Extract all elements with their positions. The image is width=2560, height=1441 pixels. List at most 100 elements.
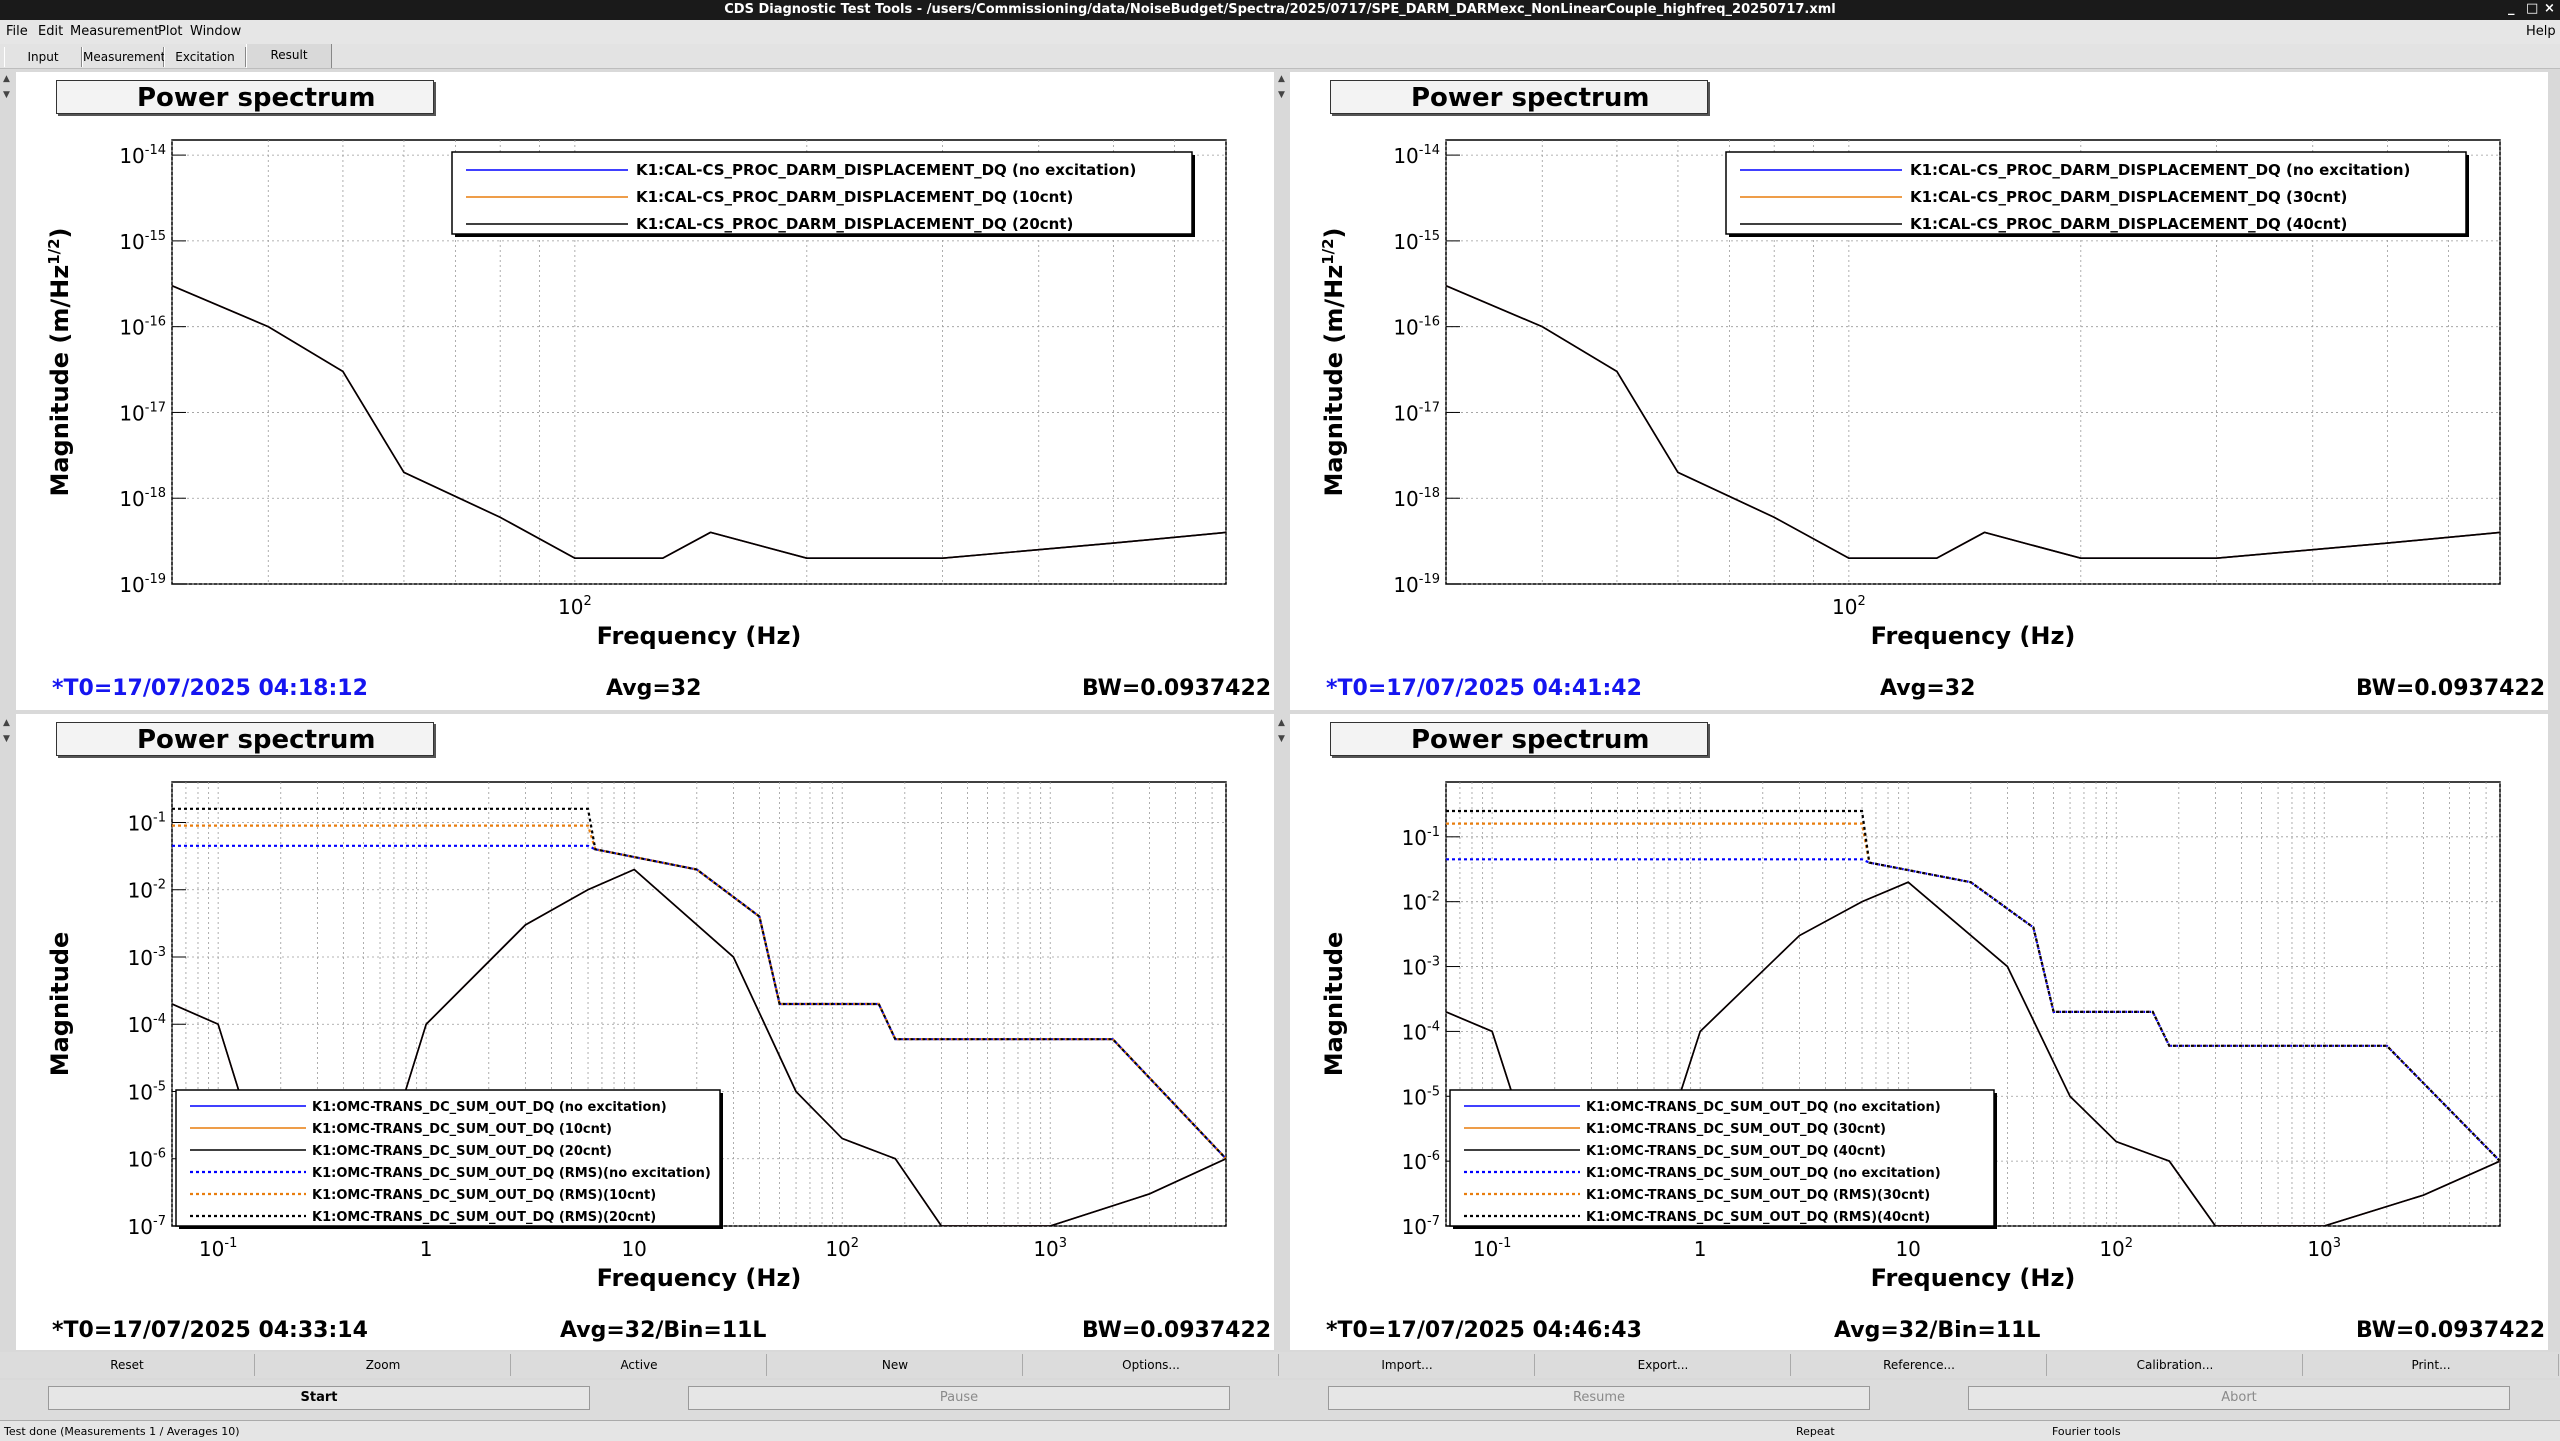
- x-tick-label: 102: [2099, 1236, 2133, 1261]
- x-tick-label: 10: [1895, 1237, 1920, 1261]
- legend-label: K1:CAL-CS_PROC_DARM_DISPLACEMENT_DQ (10c…: [636, 188, 1073, 206]
- legend-box: [451, 151, 1193, 235]
- avg-label: Avg=32/Bin=11L: [560, 1318, 767, 1343]
- scroll-down-icon[interactable]: ▼: [1278, 734, 1285, 744]
- y-tick-label: 10-7: [128, 1214, 166, 1239]
- x-axis-label: Frequency (Hz): [597, 622, 802, 650]
- series-line: [1446, 881, 2500, 1226]
- start-button[interactable]: Start: [48, 1386, 590, 1410]
- y-axis-label: Magnitude (m/Hz1/2): [45, 227, 74, 496]
- legend-box: [1449, 1089, 1995, 1227]
- status-repeat: Repeat: [1796, 1425, 1835, 1438]
- y-tick-label: 10-2: [1402, 890, 1440, 915]
- x-tick-label: 102: [558, 594, 592, 619]
- y-tick-label: 10-5: [1402, 1084, 1440, 1109]
- close-icon[interactable]: ×: [2544, 1, 2555, 16]
- legend-label: K1:CAL-CS_PROC_DARM_DISPLACEMENT_DQ (30c…: [1910, 188, 2347, 206]
- avg-label: Avg=32: [606, 676, 702, 701]
- menu-edit[interactable]: Edit: [38, 24, 64, 39]
- legend-label: K1:OMC-TRANS_DC_SUM_OUT_DQ (RMS)(no exci…: [312, 1166, 711, 1181]
- plot-panel-top-left: Power spectrum 10-14 10-15 10-16 10-17 10-18…: [16, 72, 1274, 710]
- menu-window[interactable]: Window: [190, 24, 242, 39]
- bw-label: BW=0.0937422: [1082, 676, 1272, 701]
- legend-label: K1:OMC-TRANS_DC_SUM_OUT_DQ (no excitatio…: [1586, 1166, 1941, 1181]
- plot-panel-top-right: Power spectrum 10-14 10-15 10-16 10-17 10-18…: [1290, 72, 2548, 710]
- legend-label: K1:OMC-TRANS_DC_SUM_OUT_DQ (RMS)(30cnt): [1586, 1188, 1930, 1203]
- legend-label: K1:OMC-TRANS_DC_SUM_OUT_DQ (RMS)(40cnt): [1586, 1210, 1930, 1225]
- y-tick-label: 10-4: [1402, 1019, 1440, 1044]
- print-button[interactable]: Print...: [2304, 1354, 2559, 1376]
- legend-label: K1:OMC-TRANS_DC_SUM_OUT_DQ (RMS)(20cnt): [312, 1210, 656, 1225]
- plot-area[interactable]: 10-1 10-2 10-3 10-4 10-5 10-6 10-7 10-1 1 10 102 10…: [16, 714, 1274, 1314]
- tab-measurement[interactable]: Measurement: [82, 47, 165, 67]
- plot-area[interactable]: 10-14 10-15 10-16 10-17 10-18 10-19 102Frequen…: [16, 72, 1274, 672]
- avg-label: Avg=32: [1880, 676, 1976, 701]
- menu-file[interactable]: File: [6, 24, 28, 39]
- y-tick-label: 10-17: [1393, 400, 1440, 425]
- y-tick-label: 10-4: [128, 1012, 166, 1037]
- y-tick-label: 10-14: [1393, 143, 1440, 168]
- scroll-up-icon[interactable]: ▲: [3, 718, 10, 728]
- legend-label: K1:OMC-TRANS_DC_SUM_OUT_DQ (40cnt): [1586, 1144, 1886, 1159]
- menu-measurement[interactable]: Measurement: [70, 24, 160, 39]
- calibration-button[interactable]: Calibration...: [2048, 1354, 2303, 1376]
- plot-area[interactable]: 10-1 10-2 10-3 10-4 10-5 10-6 10-7 10-1 1 10 102 10…: [1290, 714, 2548, 1314]
- t0-timestamp: *T0=17/07/2025 04:33:14: [52, 1318, 368, 1343]
- y-tick-label: 10-18: [119, 486, 166, 511]
- menu-plot[interactable]: Plot: [158, 24, 183, 39]
- status-bar: Test done (Measurements 1 / Averages 10)…: [0, 1420, 2560, 1441]
- scroll-up-icon[interactable]: ▲: [1278, 74, 1285, 84]
- y-tick-label: 10-15: [1393, 229, 1440, 254]
- scroll-up-icon[interactable]: ▲: [3, 74, 10, 84]
- legend-label: K1:OMC-TRANS_DC_SUM_OUT_DQ (10cnt): [312, 1122, 612, 1137]
- bw-label: BW=0.0937422: [2356, 1318, 2546, 1343]
- legend-box: [175, 1089, 721, 1227]
- tab-excitation[interactable]: Excitation: [164, 47, 246, 67]
- scroll-down-icon[interactable]: ▼: [3, 734, 10, 744]
- zoom-button[interactable]: Zoom: [256, 1354, 511, 1376]
- x-axis-label: Frequency (Hz): [597, 1264, 802, 1292]
- bw-label: BW=0.0937422: [1082, 1318, 1272, 1343]
- legend-label: K1:CAL-CS_PROC_DARM_DISPLACEMENT_DQ (no …: [636, 161, 1136, 179]
- status-tools: Fourier tools: [2052, 1425, 2121, 1438]
- tab-bar: Input Measurement Excitation Result: [0, 44, 2560, 69]
- reference-button[interactable]: Reference...: [1792, 1354, 2047, 1376]
- series-line: [172, 868, 1226, 1226]
- pause-button[interactable]: Pause: [688, 1386, 1230, 1410]
- maximize-icon[interactable]: □: [2526, 1, 2539, 16]
- y-tick-label: 10-18: [1393, 486, 1440, 511]
- y-tick-label: 10-16: [119, 315, 166, 340]
- y-tick-label: 10-6: [1402, 1149, 1440, 1174]
- series-line: [172, 284, 1226, 559]
- scroll-up-icon[interactable]: ▲: [1278, 718, 1285, 728]
- resume-button[interactable]: Resume: [1328, 1386, 1870, 1410]
- t0-timestamp: *T0=17/07/2025 04:18:12: [52, 676, 368, 701]
- avg-label: Avg=32/Bin=11L: [1834, 1318, 2041, 1343]
- tab-input[interactable]: Input: [4, 47, 82, 67]
- plot-panel-bottom-right: Power spectrum 10-1 10-2 10-3 10-4 10-5 10-6 1…: [1290, 714, 2548, 1350]
- legend-label: K1:CAL-CS_PROC_DARM_DISPLACEMENT_DQ (20c…: [636, 215, 1073, 233]
- import-button[interactable]: Import...: [1280, 1354, 1535, 1376]
- options-button[interactable]: Options...: [1024, 1354, 1279, 1376]
- tab-result[interactable]: Result: [246, 44, 332, 68]
- window-titlebar: CDS Diagnostic Test Tools - /users/Commi…: [0, 0, 2560, 20]
- legend-box: [1725, 151, 2467, 235]
- reset-button[interactable]: Reset: [0, 1354, 255, 1376]
- legend-label: K1:OMC-TRANS_DC_SUM_OUT_DQ (no excitatio…: [1586, 1100, 1941, 1115]
- export-button[interactable]: Export...: [1536, 1354, 1791, 1376]
- y-tick-label: 10-15: [119, 229, 166, 254]
- active-button[interactable]: Active: [512, 1354, 767, 1376]
- abort-button[interactable]: Abort: [1968, 1386, 2510, 1410]
- scroll-down-icon[interactable]: ▼: [3, 90, 10, 100]
- scroll-down-icon[interactable]: ▼: [1278, 90, 1285, 100]
- legend-label: K1:OMC-TRANS_DC_SUM_OUT_DQ (no excitatio…: [312, 1100, 667, 1115]
- y-axis-label: Magnitude: [1320, 932, 1348, 1077]
- x-tick-label: 10-1: [1473, 1236, 1511, 1261]
- plot-area[interactable]: 10-14 10-15 10-16 10-17 10-18 10-19 102Frequen…: [1290, 72, 2548, 672]
- panel-title: Power spectrum: [56, 722, 434, 756]
- x-tick-label: 102: [1832, 594, 1866, 619]
- minimize-icon[interactable]: _: [2508, 1, 2515, 16]
- y-axis-label: Magnitude: [46, 932, 74, 1077]
- new-button[interactable]: New: [768, 1354, 1023, 1376]
- menu-help[interactable]: Help: [2526, 24, 2556, 39]
